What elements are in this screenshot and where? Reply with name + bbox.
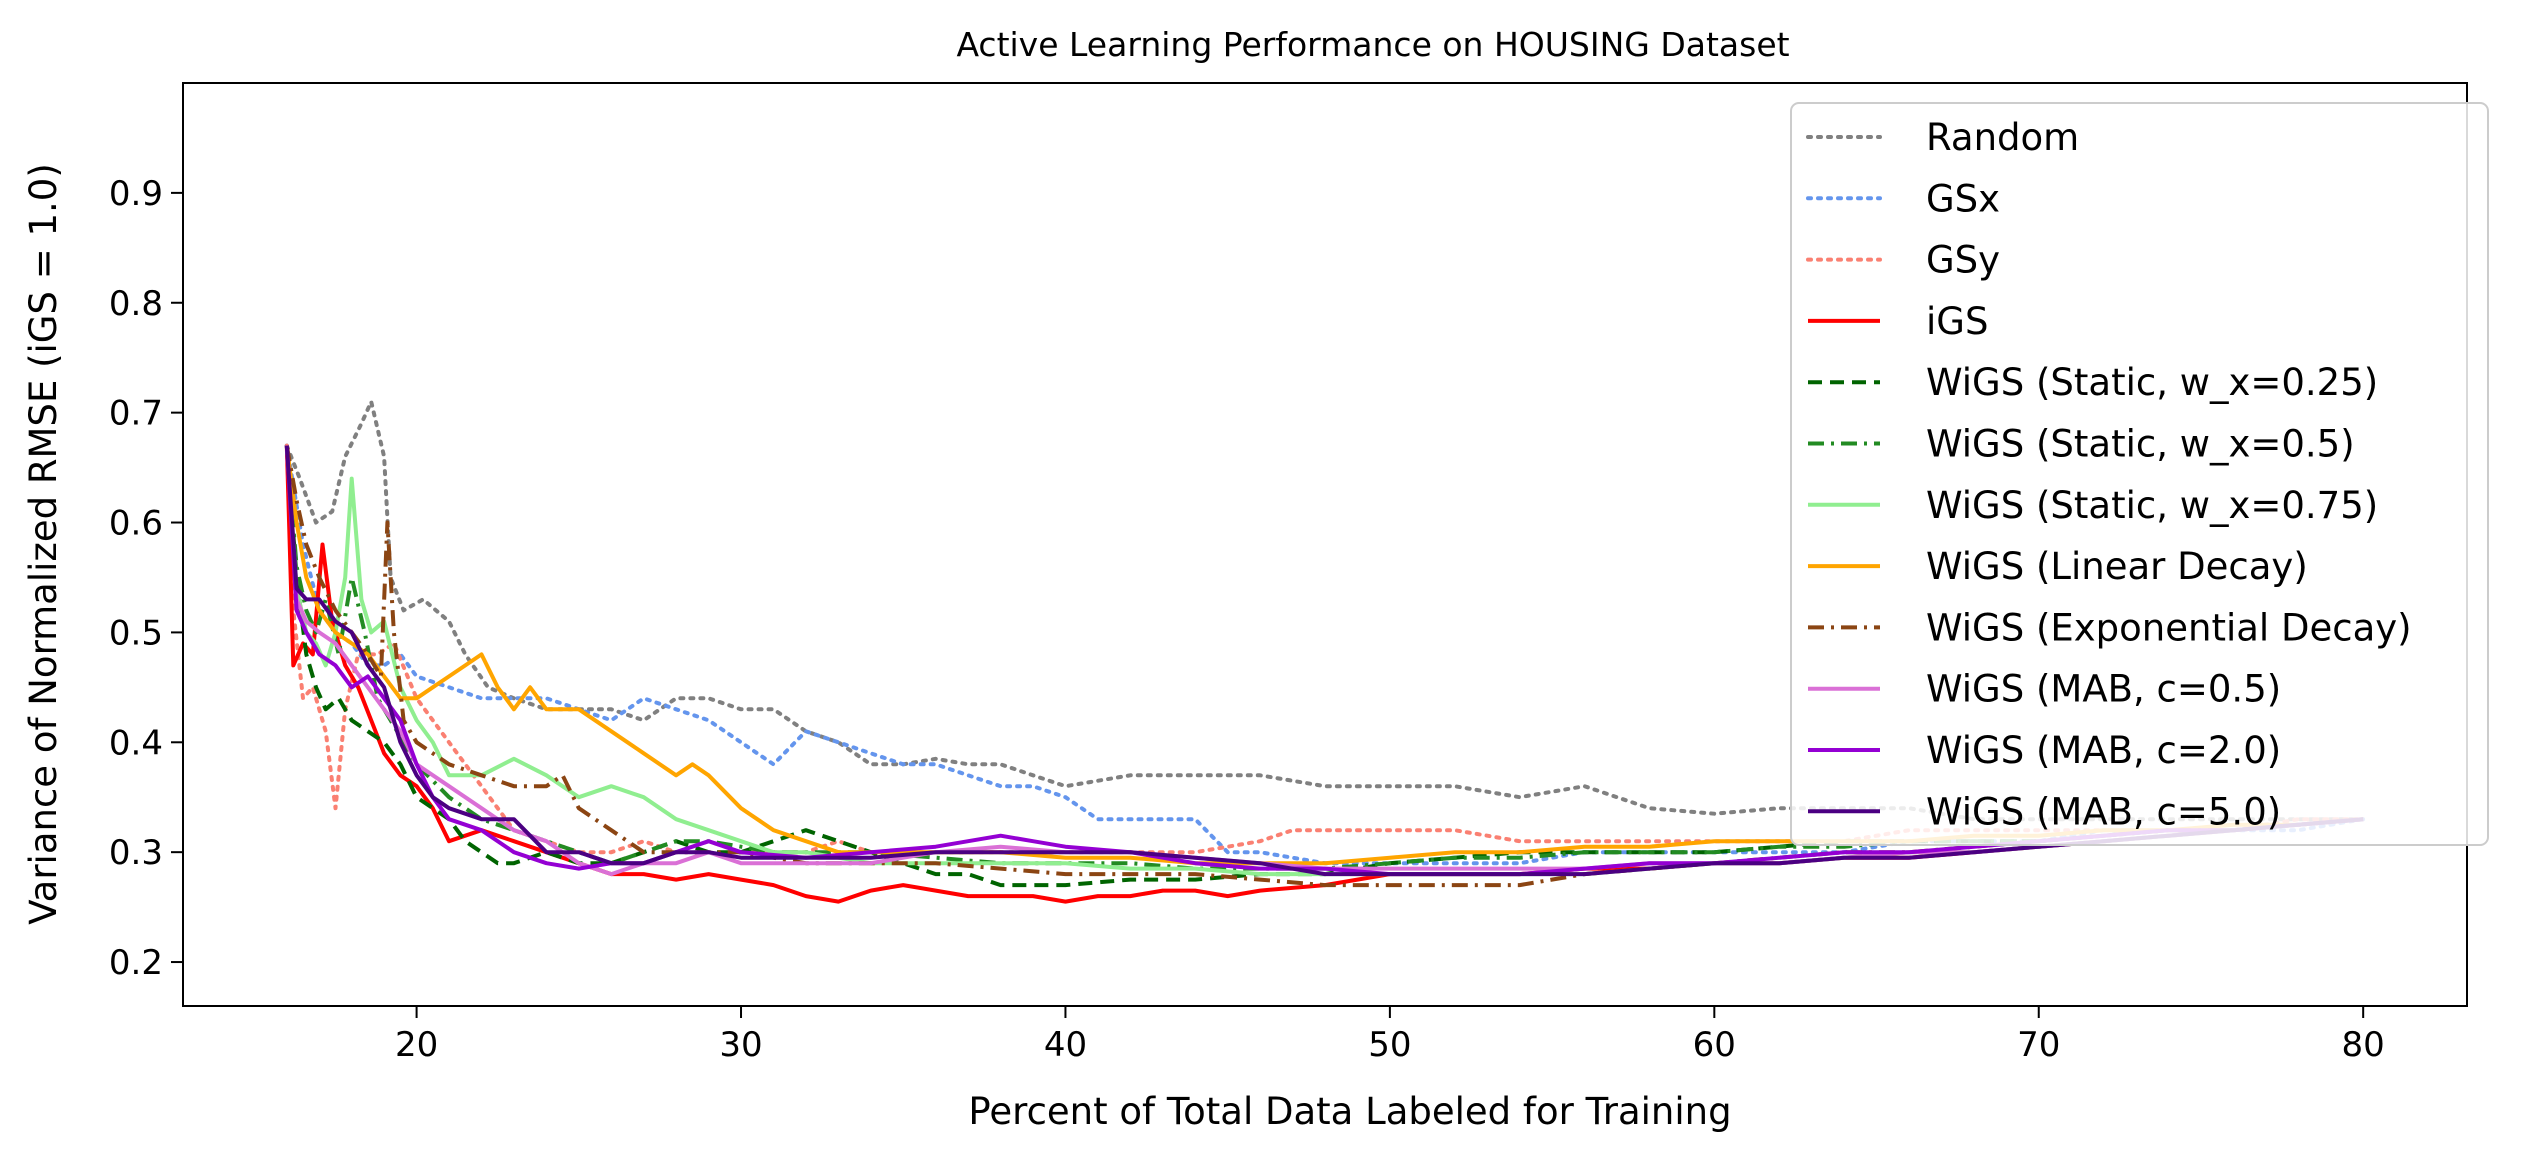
- series-line-11: [284, 445, 2364, 877]
- x-axis: 20 30 40 50 60 70 80: [395, 1006, 2385, 1065]
- y-tick-label: 0.6: [109, 504, 163, 544]
- x-axis-label: Percent of Total Data Labeled for Traini…: [968, 1090, 1731, 1133]
- y-tick-label: 0.7: [109, 394, 163, 434]
- legend-box: [1790, 102, 2489, 846]
- legend-label: iGS: [1926, 300, 1988, 343]
- legend-label: WiGS (MAB, c=0.5): [1926, 668, 2281, 711]
- legend-label: GSy: [1926, 239, 2000, 282]
- x-tick-label: 30: [719, 1025, 762, 1065]
- x-tick-label: 20: [395, 1025, 438, 1065]
- series-line-5: [284, 445, 2364, 888]
- legend: Random GSx GSy iGS WiGS (Static, w_x=0.25) Wi…: [1790, 102, 2489, 846]
- x-tick-label: 70: [2017, 1025, 2060, 1065]
- chart-title: Active Learning Performance on HOUSING D…: [956, 25, 1789, 64]
- series-line-9: [284, 445, 2364, 888]
- legend-label: WiGS (MAB, c=5.0): [1926, 790, 2281, 833]
- legend-label: WiGS (Static, w_x=0.25): [1926, 361, 2378, 404]
- legend-label: Random: [1926, 116, 2079, 159]
- y-axis-label: Variance of Normalized RMSE (iGS = 1.0): [22, 163, 65, 925]
- y-tick-label: 0.2: [109, 943, 163, 983]
- legend-label: WiGS (Linear Decay): [1926, 545, 2308, 588]
- legend-label: WiGS (Static, w_x=0.5): [1926, 423, 2355, 466]
- legend-label: GSx: [1926, 177, 2000, 220]
- x-tick-label: 40: [1044, 1025, 1087, 1065]
- y-tick-label: 0.5: [109, 613, 163, 653]
- x-tick-label: 60: [1693, 1025, 1736, 1065]
- x-tick-label: 50: [1368, 1025, 1411, 1065]
- y-tick-label: 0.8: [109, 284, 163, 324]
- y-axis: 0.2 0.3 0.4 0.5 0.6 0.7 0.8 0.9: [109, 174, 183, 983]
- y-tick-label: 0.9: [109, 174, 163, 214]
- y-tick-label: 0.4: [109, 723, 163, 763]
- legend-label: WiGS (Exponential Decay): [1926, 606, 2412, 649]
- legend-label: WiGS (Static, w_x=0.75): [1926, 484, 2378, 527]
- y-tick-label: 0.3: [109, 833, 163, 873]
- x-tick-label: 80: [2342, 1025, 2385, 1065]
- series-line-12: [284, 445, 2364, 877]
- series-line-2: [284, 443, 2366, 866]
- legend-label: WiGS (MAB, c=2.0): [1926, 729, 2281, 772]
- series-layer: [284, 399, 2366, 904]
